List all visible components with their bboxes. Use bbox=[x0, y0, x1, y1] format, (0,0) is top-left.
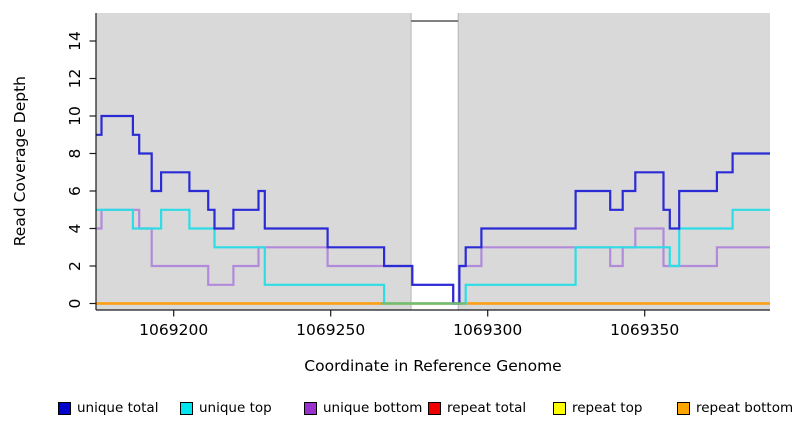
legend-swatch-unique-bottom bbox=[304, 401, 317, 415]
x-tick-label: 1069200 bbox=[139, 321, 208, 339]
x-tick-label: 1069300 bbox=[453, 321, 522, 339]
legend-item-unique-total: unique total bbox=[58, 396, 158, 420]
series-group bbox=[96, 114, 770, 305]
y-axis-title-text: Read Coverage Depth bbox=[11, 76, 29, 247]
legend-label-repeat-top: repeat top bbox=[572, 400, 643, 416]
legend: unique total unique top unique bottom repea… bbox=[0, 396, 792, 422]
y-tick-label: 8 bbox=[66, 149, 84, 159]
legend-item-unique-top: unique top bbox=[180, 396, 272, 420]
legend-label-unique-bottom: unique bottom bbox=[323, 400, 423, 416]
y-tick-label: 0 bbox=[66, 299, 84, 309]
y-tick-label: 2 bbox=[66, 261, 84, 271]
legend-label-unique-total: unique total bbox=[77, 400, 159, 416]
x-tick-label: 1069250 bbox=[296, 321, 365, 339]
legend-item-repeat-bottom: repeat bottom bbox=[677, 396, 792, 420]
y-tick-label: 10 bbox=[66, 106, 84, 126]
y-tick-label: 14 bbox=[66, 31, 84, 51]
y-tick-label: 4 bbox=[66, 224, 84, 234]
legend-label-repeat-total: repeat total bbox=[447, 400, 527, 416]
legend-label-unique-top: unique top bbox=[199, 400, 272, 416]
series-unique-total bbox=[96, 114, 770, 305]
legend-swatch-repeat-top bbox=[553, 401, 566, 415]
gap-region bbox=[411, 13, 459, 310]
legend-label-repeat-bottom: repeat bottom bbox=[696, 400, 792, 416]
y-tick-label: 12 bbox=[66, 69, 84, 89]
legend-swatch-repeat-total bbox=[428, 401, 441, 415]
legend-swatch-unique-total bbox=[58, 401, 71, 415]
legend-item-unique-bottom: unique bottom bbox=[304, 396, 422, 420]
x-tick-label: 1069350 bbox=[610, 321, 679, 339]
legend-swatch-repeat-bottom bbox=[677, 401, 690, 415]
y-tick-label: 6 bbox=[66, 186, 84, 196]
legend-item-repeat-top: repeat top bbox=[553, 396, 642, 420]
y-axis-title: Read Coverage Depth bbox=[8, 13, 32, 310]
legend-swatch-unique-top bbox=[180, 401, 193, 415]
series-unique-top bbox=[96, 208, 770, 305]
legend-item-repeat-total: repeat total bbox=[428, 396, 526, 420]
x-axis-title: Coordinate in Reference Genome bbox=[304, 357, 562, 375]
